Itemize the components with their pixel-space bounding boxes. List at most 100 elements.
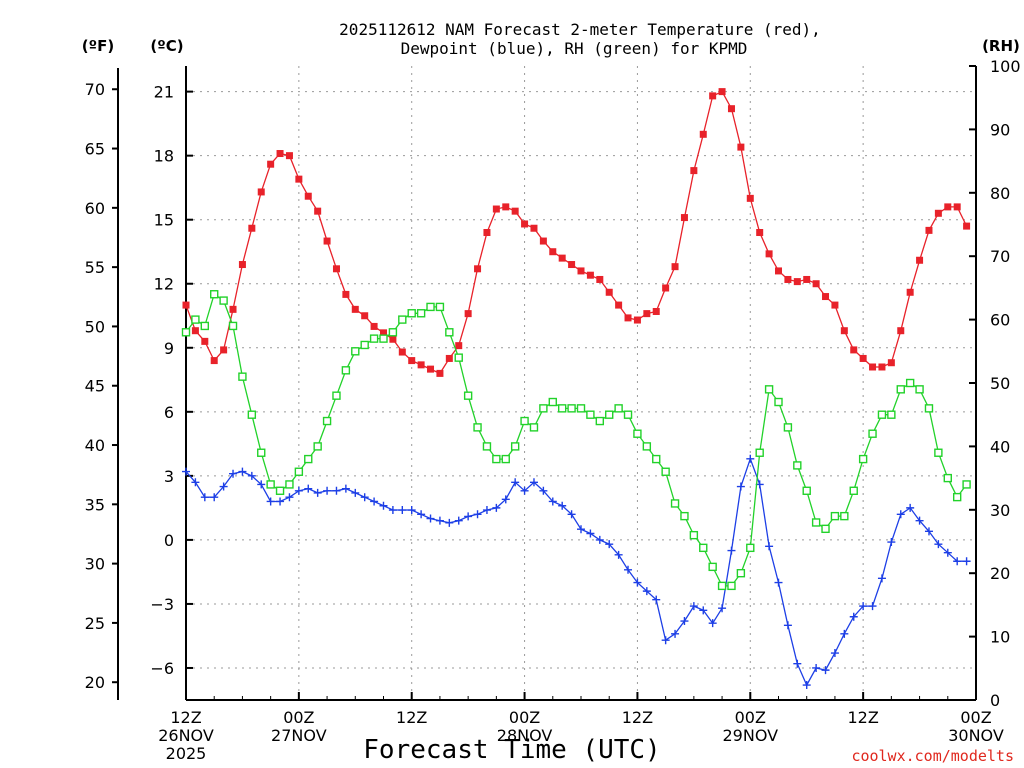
temperature-point [831, 301, 839, 309]
dewpoint-point [379, 501, 388, 510]
rh-point [416, 309, 426, 318]
dewpoint-point [624, 565, 633, 574]
temperature-point [709, 92, 717, 100]
temperature-point [380, 329, 387, 337]
dewpoint-point [746, 454, 755, 463]
temperature-point [690, 167, 698, 175]
temperature-point [549, 248, 557, 256]
temperature-point [577, 267, 585, 275]
rh-unit-label: (RH) [982, 37, 1020, 55]
fahrenheit-tick-label: 30 [85, 555, 105, 574]
rh-point [802, 486, 811, 495]
temperature-point [182, 301, 190, 309]
dewpoint-point [341, 484, 350, 493]
rh-point [830, 511, 840, 521]
temperature-point [427, 365, 435, 373]
celsius-tick-label: 12 [154, 275, 174, 294]
rh-point [924, 404, 934, 413]
dewpoint-point [906, 503, 915, 512]
rh-point [332, 391, 341, 400]
temperature-point [568, 261, 576, 269]
dewpoint-point [276, 497, 285, 506]
temperature-point [793, 278, 801, 286]
rh-point [877, 410, 887, 419]
rh-point [501, 454, 510, 464]
dewpoint-point [671, 629, 680, 638]
temperature-point [812, 280, 820, 288]
temperature-point [878, 363, 886, 371]
dewpoint-point [567, 510, 576, 519]
dewpoint-point [360, 493, 369, 502]
temperature-point [238, 261, 246, 269]
dewpoint-point [586, 529, 595, 538]
dewpoint-point [539, 486, 548, 495]
dewpoint-point [680, 617, 689, 626]
fahrenheit-tick-label: 25 [85, 614, 105, 633]
dewpoint-point [821, 666, 830, 675]
celsius-tick-label: −6 [150, 659, 174, 678]
time-tick-label: 00Z [509, 708, 540, 727]
rh-point [614, 404, 623, 413]
rh-point [811, 518, 821, 527]
temperature-point [530, 224, 538, 232]
axis-ticks: 211815129630−3−6706560555045403530252010… [85, 57, 1021, 763]
temperature-point [558, 254, 566, 262]
temperature-point [615, 301, 623, 309]
x-axis-title: Forecast Time (UTC) [363, 735, 660, 765]
rh-point [492, 454, 501, 464]
temperature-point [944, 203, 952, 211]
rh-point [915, 385, 924, 394]
rh-point [210, 290, 219, 299]
rh-point [454, 353, 463, 362]
dewpoint-point [398, 506, 407, 515]
temperature-point [464, 310, 472, 318]
dewpoint-point [388, 506, 397, 515]
rh-tick-label: 90 [990, 120, 1010, 139]
chart-title-line-2: Dewpoint (blue), RH (green) for KPMD [401, 39, 748, 58]
dewpoint-point [454, 516, 463, 525]
dewpoint-point [435, 516, 444, 525]
temperature-point [803, 275, 811, 283]
temperature-point [963, 222, 971, 230]
dewpoint-point [191, 478, 200, 487]
rh-point [275, 486, 285, 495]
rh-point [670, 499, 680, 508]
celsius-tick-label: 9 [164, 339, 174, 358]
celsius-tick-label: 0 [164, 531, 174, 550]
fahrenheit-tick-label: 20 [85, 673, 105, 692]
temperature-point [276, 150, 284, 158]
rh-point [595, 416, 605, 426]
celsius-unit-label: (ºC) [150, 37, 183, 55]
rh-point [567, 404, 576, 413]
celsius-tick-label: 18 [154, 147, 174, 166]
time-tick-label: 00Z [283, 708, 314, 727]
temperature-point [897, 327, 905, 335]
temperature-point [455, 342, 463, 350]
fahrenheit-tick-label: 45 [85, 377, 105, 396]
rh-point [849, 486, 858, 495]
rh-point [840, 511, 849, 521]
temperature-point [370, 322, 378, 330]
temperature-point [521, 220, 529, 228]
rh-point [529, 423, 539, 432]
rh-point [633, 429, 642, 438]
rh-point [510, 442, 520, 451]
temperature-point [822, 293, 830, 301]
temperature-point [699, 130, 707, 138]
rh-point [793, 461, 802, 470]
dewpoint-point [407, 506, 416, 515]
source-credit[interactable]: coolwx.com/modelts [851, 747, 1014, 765]
rh-point [783, 423, 793, 432]
rh-tick-label: 0 [990, 691, 1000, 710]
rh-point [887, 410, 896, 419]
dewpoint-point [605, 540, 614, 549]
rh-tick-label: 60 [990, 311, 1010, 330]
time-tick-label: 12Z [170, 708, 201, 727]
chart-title-line-1: 2025112612 NAM Forecast 2-meter Temperat… [339, 20, 821, 39]
temperature-point [474, 265, 482, 273]
temperature-point [314, 207, 322, 215]
temperature-point [756, 229, 764, 237]
rh-point [285, 480, 294, 489]
rh-point [680, 511, 689, 521]
dewpoint-point [370, 497, 379, 506]
